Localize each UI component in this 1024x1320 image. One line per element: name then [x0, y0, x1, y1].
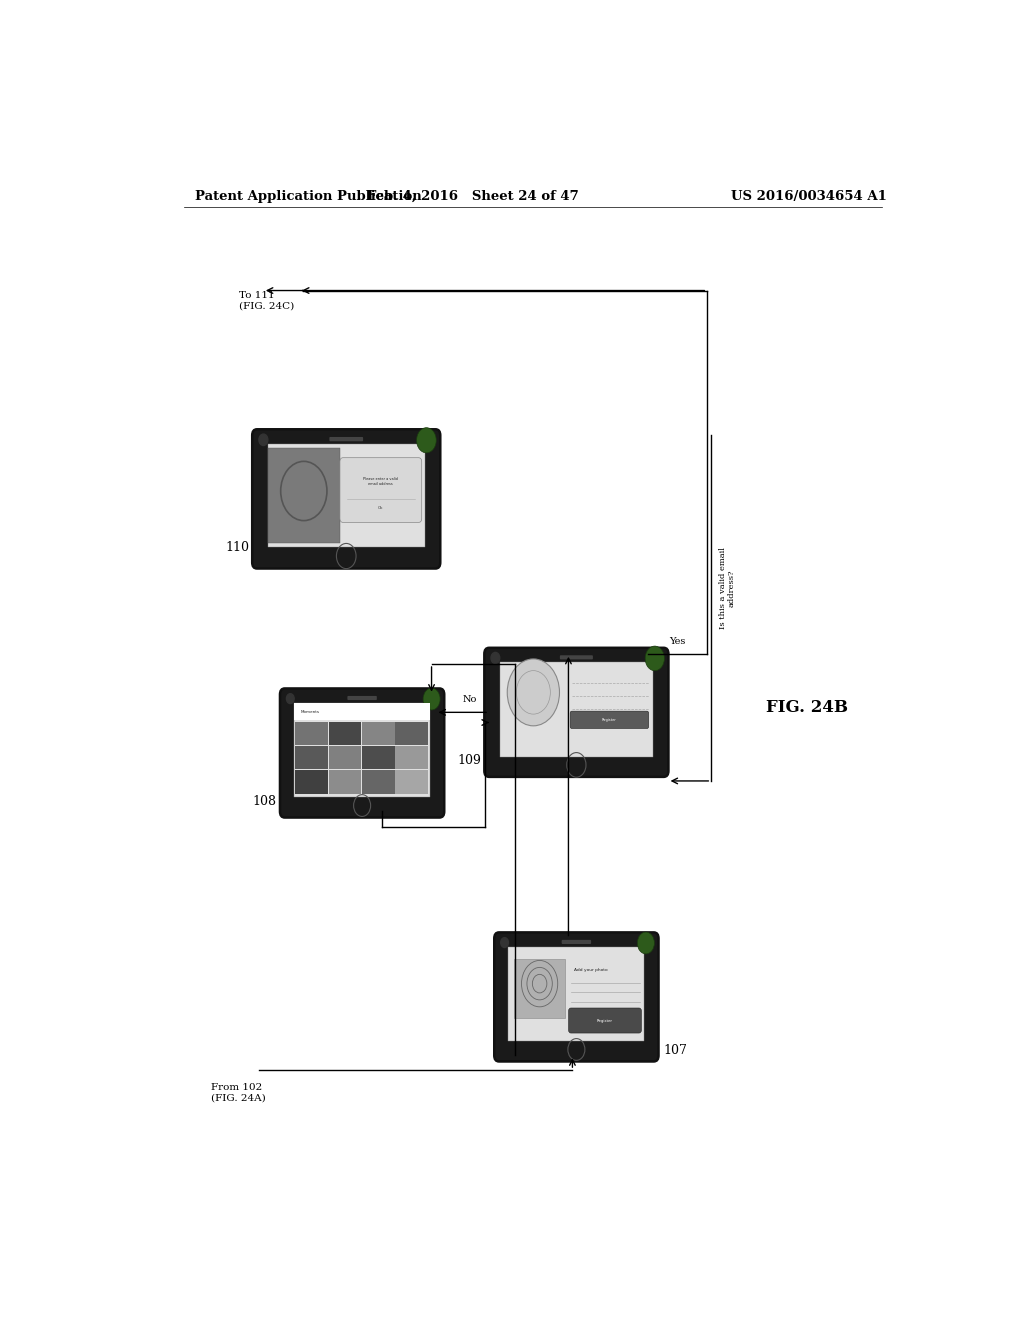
Circle shape	[492, 652, 500, 664]
FancyBboxPatch shape	[514, 958, 565, 1018]
FancyBboxPatch shape	[330, 437, 364, 441]
FancyBboxPatch shape	[395, 771, 428, 793]
Text: Moments: Moments	[301, 710, 319, 714]
Text: From 102
(FIG. 24A): From 102 (FIG. 24A)	[211, 1084, 266, 1102]
FancyBboxPatch shape	[508, 946, 644, 1041]
Text: Yes: Yes	[670, 638, 686, 647]
FancyBboxPatch shape	[294, 702, 430, 797]
Text: To 111
(FIG. 24C): To 111 (FIG. 24C)	[239, 292, 294, 312]
FancyBboxPatch shape	[329, 722, 361, 744]
FancyBboxPatch shape	[347, 696, 377, 700]
FancyBboxPatch shape	[295, 771, 328, 793]
Text: US 2016/0034654 A1: US 2016/0034654 A1	[731, 190, 887, 203]
Circle shape	[507, 659, 559, 726]
FancyBboxPatch shape	[561, 940, 591, 944]
FancyBboxPatch shape	[570, 711, 648, 729]
Circle shape	[637, 932, 654, 954]
Text: 110: 110	[225, 541, 249, 553]
FancyBboxPatch shape	[568, 1008, 641, 1034]
FancyBboxPatch shape	[362, 722, 394, 744]
FancyBboxPatch shape	[484, 648, 669, 777]
FancyBboxPatch shape	[495, 932, 658, 1061]
FancyBboxPatch shape	[329, 746, 361, 770]
Text: 108: 108	[253, 795, 276, 808]
Text: Please enter a valid
email address: Please enter a valid email address	[364, 478, 398, 486]
FancyBboxPatch shape	[340, 458, 422, 523]
Circle shape	[287, 694, 294, 704]
FancyBboxPatch shape	[267, 445, 425, 548]
Text: Register: Register	[597, 1019, 613, 1023]
FancyBboxPatch shape	[395, 746, 428, 770]
Text: FIG. 24B: FIG. 24B	[766, 698, 848, 715]
Circle shape	[417, 428, 436, 453]
Text: 107: 107	[664, 1044, 687, 1057]
Circle shape	[645, 645, 665, 671]
FancyBboxPatch shape	[252, 429, 440, 569]
FancyBboxPatch shape	[362, 746, 394, 770]
FancyBboxPatch shape	[295, 746, 328, 770]
FancyBboxPatch shape	[267, 449, 340, 543]
Text: Ok: Ok	[378, 506, 384, 510]
FancyBboxPatch shape	[295, 722, 328, 744]
Text: Is this a valid email
address?: Is this a valid email address?	[719, 546, 736, 628]
FancyBboxPatch shape	[500, 663, 653, 756]
FancyBboxPatch shape	[280, 689, 444, 817]
Circle shape	[501, 937, 509, 948]
Circle shape	[423, 688, 440, 710]
FancyBboxPatch shape	[362, 771, 394, 793]
Circle shape	[259, 434, 268, 446]
FancyBboxPatch shape	[395, 722, 428, 744]
FancyBboxPatch shape	[560, 655, 593, 660]
FancyBboxPatch shape	[329, 771, 361, 793]
Text: Patent Application Publication: Patent Application Publication	[196, 190, 422, 203]
Text: Register: Register	[602, 718, 616, 722]
Text: No: No	[463, 694, 477, 704]
Text: Add your photo: Add your photo	[573, 969, 607, 973]
Text: Feb. 4, 2016   Sheet 24 of 47: Feb. 4, 2016 Sheet 24 of 47	[368, 190, 580, 203]
Text: 109: 109	[458, 754, 481, 767]
FancyBboxPatch shape	[294, 702, 430, 719]
